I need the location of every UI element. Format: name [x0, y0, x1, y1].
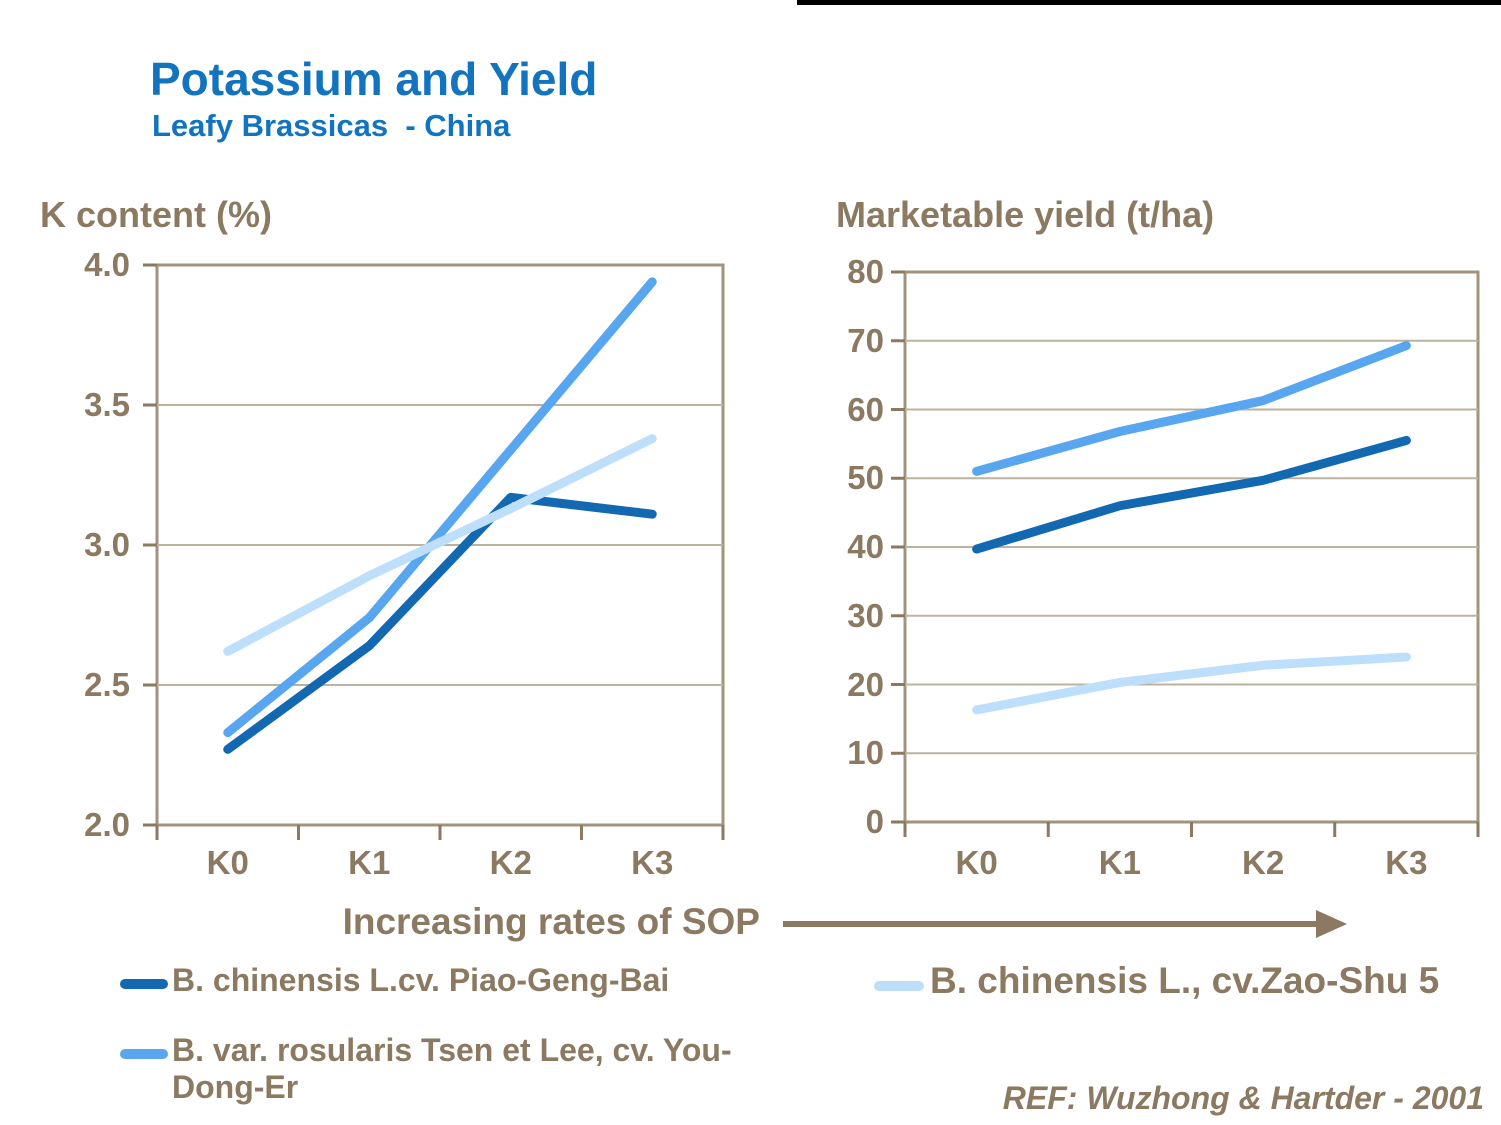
y-tick-label: 2.0 [84, 806, 130, 843]
y-tick-label: 40 [847, 528, 884, 565]
legend-color-dash [120, 979, 168, 989]
x-category-label: K2 [1242, 844, 1285, 881]
legend-color-dash [874, 981, 924, 991]
legend-label: B. chinensis L.cv. Piao-Geng-Bai [172, 962, 670, 998]
series-line [223, 492, 657, 754]
y-tick-label: 60 [847, 390, 884, 428]
right-chart-title: Marketable yield (t/ha) [836, 194, 1215, 235]
series-line [223, 277, 657, 738]
reference-citation: REF: Wuzhong & Hartder - 2001 [1002, 1080, 1484, 1116]
page-title: Potassium and Yield [150, 53, 598, 105]
page-subtitle: Leafy Brassicas - China [152, 108, 511, 143]
y-tick-label: 30 [847, 596, 884, 634]
x-category-label: K3 [1385, 844, 1428, 881]
y-tick-label: 0 [865, 803, 884, 840]
y-tick-label: 70 [847, 321, 884, 359]
legend-label: B. var. rosularis Tsen et Lee, cv. You- D… [172, 1032, 732, 1105]
x-axis-annotation: Increasing rates of SOP [342, 901, 760, 942]
series-line [972, 341, 1411, 476]
series-line [972, 435, 1411, 554]
legend-label: B. chinensis L., cv.Zao-Shu 5 [930, 960, 1440, 1001]
right-chart-plot [891, 270, 1480, 837]
y-tick-label: 3.0 [84, 526, 130, 563]
series-line [223, 434, 657, 656]
y-tick-label: 3.5 [84, 386, 130, 423]
y-tick-label: 80 [847, 253, 884, 290]
legend-color-dash [120, 1049, 168, 1059]
left-chart-plot [143, 263, 725, 840]
y-tick-label: 10 [847, 734, 884, 772]
left-chart-title: K content (%) [40, 194, 272, 235]
x-category-label: K3 [631, 844, 674, 881]
x-category-label: K0 [955, 844, 998, 881]
y-tick-label: 2.5 [84, 666, 130, 703]
series-line [972, 652, 1411, 715]
arrow-head-icon [1316, 910, 1347, 938]
y-tick-label: 20 [847, 665, 884, 703]
x-category-label: K1 [348, 844, 391, 881]
x-category-label: K2 [489, 844, 532, 881]
x-category-label: K1 [1098, 844, 1141, 881]
y-tick-label: 4.0 [84, 246, 130, 283]
x-category-label: K0 [206, 844, 249, 881]
y-tick-label: 50 [847, 459, 884, 497]
top-black-bar [797, 0, 1501, 5]
sop-arrow [783, 910, 1347, 938]
